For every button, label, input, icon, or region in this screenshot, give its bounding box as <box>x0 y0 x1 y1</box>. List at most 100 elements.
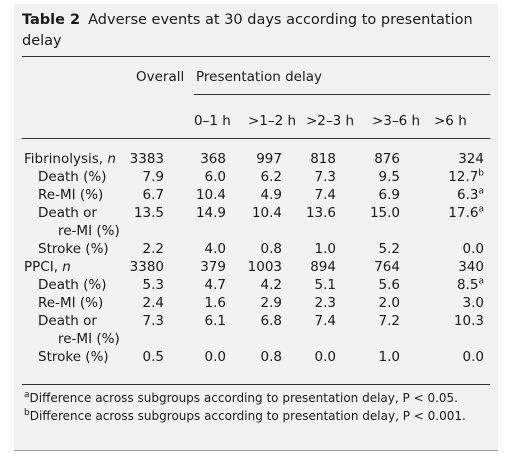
footnote-marker: a <box>478 186 484 197</box>
table-cell: 3380 <box>130 258 164 276</box>
table-cell: 4.0 <box>205 240 226 258</box>
top-rule <box>22 56 490 57</box>
cell-value: 6.2 <box>260 169 282 185</box>
footnote-b-mark: b <box>24 408 30 418</box>
cell-value: 1.0 <box>314 241 336 257</box>
table-cell: 10.4 <box>196 186 226 204</box>
table-cell: 4.9 <box>261 186 282 204</box>
table-cell: 6.1 <box>205 312 226 330</box>
table-cell: 1.0 <box>315 240 336 258</box>
table-cell: 0.8 <box>261 348 282 366</box>
cell-value: 4.7 <box>204 277 226 293</box>
cell-value: 12.7 <box>448 169 479 185</box>
table-cell: 3383 <box>130 150 164 168</box>
table-cell: 12.7b <box>448 168 484 186</box>
cell-value: 6.1 <box>204 313 226 329</box>
cell-value: 6.8 <box>260 313 282 329</box>
table-cell: 7.4 <box>315 312 336 330</box>
column-header: >6 h <box>434 113 467 129</box>
cell-value: 0.0 <box>462 241 484 257</box>
table-cell: 2.9 <box>261 294 282 312</box>
table-cell: 997 <box>256 150 282 168</box>
row-label: PPCI, n <box>24 259 71 275</box>
table-panel: Table 2 Adverse events at 30 days accordi… <box>14 4 498 451</box>
row-label: Death or <box>38 313 97 329</box>
cell-value: 894 <box>310 259 336 275</box>
table-cell: 3.0 <box>463 294 484 312</box>
table-cell: 5.2 <box>379 240 400 258</box>
cell-value: 2.9 <box>260 295 282 311</box>
footnote-b-text: Difference across subgroups according to… <box>29 409 466 423</box>
table-cell: 14.9 <box>196 204 226 222</box>
footnote-a-mark: a <box>24 390 30 400</box>
cell-value: 13.5 <box>133 205 164 221</box>
table-cell: 5.1 <box>315 276 336 294</box>
table-title: Table 2 Adverse events at 30 days accordi… <box>22 10 492 52</box>
cell-value: 5.1 <box>314 277 336 293</box>
cell-value: 7.2 <box>378 313 400 329</box>
column-header: 0–1 h <box>194 113 231 129</box>
cell-value: 14.9 <box>195 205 226 221</box>
cell-value: 10.4 <box>195 187 226 203</box>
row-label: Fibrinolysis, n <box>24 151 116 167</box>
header-rule <box>22 138 490 139</box>
table-cell: 379 <box>200 258 226 276</box>
table-cell: 4.7 <box>205 276 226 294</box>
cell-value: 6.7 <box>142 187 164 203</box>
table-cell: 13.5 <box>134 204 164 222</box>
row-label: Re-MI (%) <box>38 187 104 203</box>
cell-value: 1.6 <box>204 295 226 311</box>
table-cell: 7.9 <box>143 168 164 186</box>
table-cell: 340 <box>458 258 484 276</box>
cell-value: 818 <box>310 151 336 167</box>
group-rule <box>194 94 490 95</box>
row-label-continued: re-MI (%) <box>58 223 120 239</box>
cell-value: 4.2 <box>260 277 282 293</box>
cell-value: 1003 <box>247 259 282 275</box>
table-cell: 2.4 <box>143 294 164 312</box>
cell-value: 17.6 <box>448 205 479 221</box>
column-header: >1–2 h <box>248 113 297 129</box>
cell-value: 764 <box>374 259 400 275</box>
table-cell: 15.0 <box>370 204 400 222</box>
table-cell: 0.0 <box>315 348 336 366</box>
cell-value: 7.4 <box>314 187 336 203</box>
table-cell: 5.3 <box>143 276 164 294</box>
table-cell: 876 <box>374 150 400 168</box>
cell-value: 5.2 <box>378 241 400 257</box>
table-label: Table 2 <box>22 12 81 28</box>
cell-value: 4.0 <box>204 241 226 257</box>
cell-value: 2.4 <box>142 295 164 311</box>
footnote-marker: a <box>478 204 484 215</box>
table-cell: 10.4 <box>252 204 282 222</box>
footnote-a-text: Difference across subgroups according to… <box>29 391 458 405</box>
cell-value: 6.3 <box>457 187 479 203</box>
table-cell: 4.2 <box>261 276 282 294</box>
table-cell: 764 <box>374 258 400 276</box>
cell-value: 368 <box>200 151 226 167</box>
cell-value: 9.5 <box>378 169 400 185</box>
row-label: Death (%) <box>38 277 107 293</box>
row-label: Stroke (%) <box>38 349 109 365</box>
table-cell: 818 <box>310 150 336 168</box>
table-cell: 1003 <box>248 258 282 276</box>
cell-value: 0.8 <box>260 349 282 365</box>
cell-value: 7.3 <box>142 313 164 329</box>
header-presentation-delay: Presentation delay <box>196 69 322 85</box>
cell-value: 2.2 <box>142 241 164 257</box>
table-cell: 7.2 <box>379 312 400 330</box>
cell-value: 7.9 <box>142 169 164 185</box>
cell-value: 6.0 <box>204 169 226 185</box>
table-cell: 1.6 <box>205 294 226 312</box>
row-label: Re-MI (%) <box>38 295 104 311</box>
row-label: Stroke (%) <box>38 241 109 257</box>
table-cell: 10.3 <box>454 312 484 330</box>
table-cell: 6.0 <box>205 168 226 186</box>
cell-value: 6.9 <box>378 187 400 203</box>
table-cell: 9.5 <box>379 168 400 186</box>
cell-value: 379 <box>200 259 226 275</box>
cell-value: 2.0 <box>378 295 400 311</box>
table-cell: 7.3 <box>143 312 164 330</box>
cell-value: 15.0 <box>369 205 400 221</box>
table-cell: 894 <box>310 258 336 276</box>
